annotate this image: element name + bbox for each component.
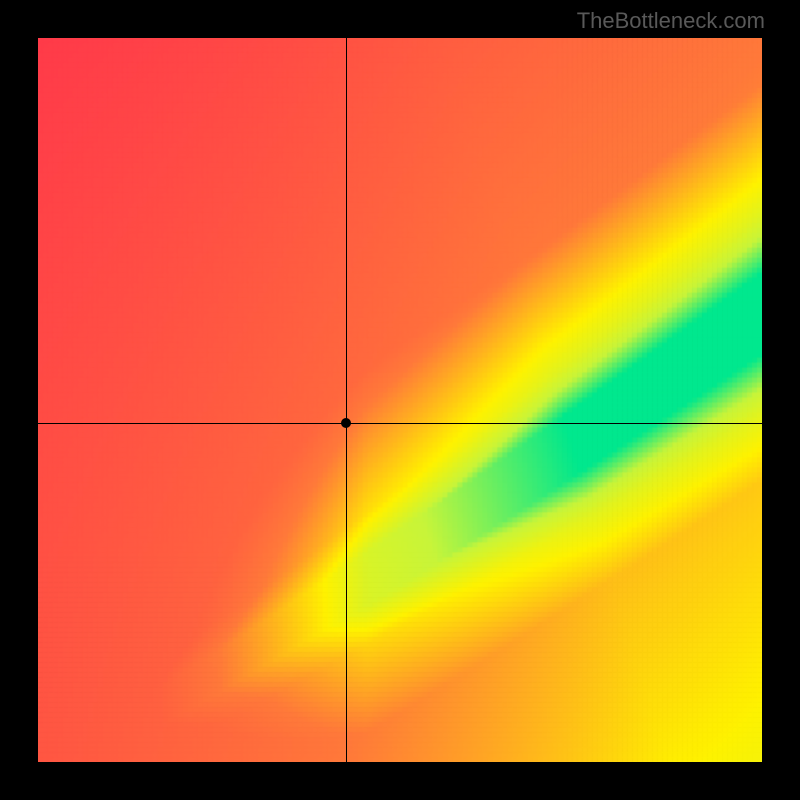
crosshair-vertical <box>346 38 347 762</box>
heatmap-canvas <box>38 38 762 762</box>
plot-area <box>38 38 762 762</box>
marker-point <box>341 418 351 428</box>
watermark-text: TheBottleneck.com <box>577 8 765 34</box>
crosshair-horizontal <box>38 423 762 424</box>
